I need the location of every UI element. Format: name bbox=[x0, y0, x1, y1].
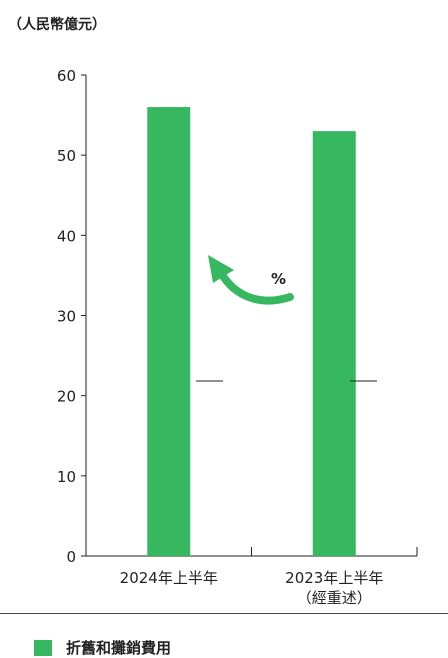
change-annotation: % bbox=[208, 255, 294, 305]
x-tick-label: 2023年上半年 bbox=[285, 569, 383, 587]
change-percent-symbol: % bbox=[271, 270, 286, 288]
x-tick-label: 2024年上半年 bbox=[120, 569, 218, 587]
y-tick-label: 20 bbox=[57, 388, 76, 406]
y-tick-label: 0 bbox=[66, 548, 76, 566]
x-axis bbox=[86, 547, 418, 557]
y-tick-label: 50 bbox=[57, 147, 76, 165]
unit-label: （人民幣億元） bbox=[8, 17, 106, 33]
y-tick-label: 10 bbox=[57, 468, 76, 486]
bar bbox=[147, 107, 191, 557]
y-tick-label: 30 bbox=[57, 308, 76, 326]
bar bbox=[312, 131, 356, 556]
legend-label: 折舊和攤銷費用 bbox=[66, 639, 172, 657]
bar-chart: 0 10 20 30 40 50 60 2024年上半年 2023年上半年 （經重述） % bbox=[57, 67, 418, 607]
category-labels: 2024年上半年 2023年上半年 （經重述） bbox=[120, 569, 384, 607]
y-tick-label: 40 bbox=[57, 227, 76, 245]
legend: 折舊和攤銷費用 bbox=[34, 637, 171, 658]
bars bbox=[147, 107, 356, 557]
x-tick-sublabel: （經重述） bbox=[297, 589, 372, 607]
legend-swatch bbox=[34, 639, 52, 656]
arrow-head-icon bbox=[208, 255, 234, 283]
y-tick-label: 60 bbox=[57, 67, 76, 85]
curved-arrow-icon bbox=[217, 269, 294, 305]
y-axis: 0 10 20 30 40 50 60 bbox=[57, 67, 87, 566]
divider bbox=[0, 613, 448, 614]
